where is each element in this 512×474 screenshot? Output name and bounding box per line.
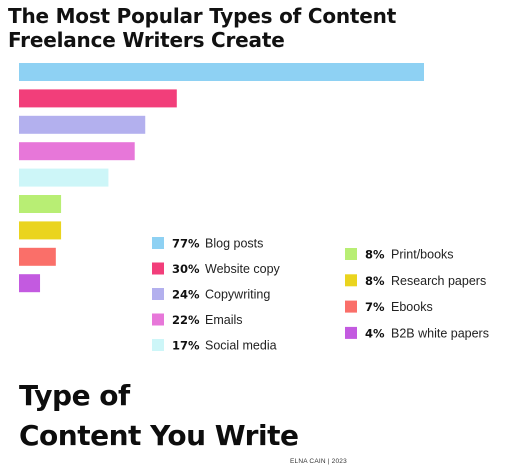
legend-item-b2b-white-papers: 4% B2B white papers: [345, 326, 489, 340]
bar-ebooks: [19, 247, 56, 266]
bar-research-papers: [19, 221, 62, 240]
legend-value-ebooks: 7%: [365, 300, 385, 314]
legend-value-emails: 22%: [172, 313, 200, 327]
bar-emails: [19, 142, 135, 161]
legend-item-ebooks: 7% Ebooks: [345, 300, 433, 314]
legend-label-copywriting: Copywriting: [205, 288, 270, 302]
legend-item-blog-posts: 77% Blog posts: [152, 237, 263, 251]
legend-value-social-media: 17%: [172, 339, 200, 353]
bar-b2b-white-papers: [19, 274, 41, 293]
legend-swatch-website-copy: [152, 262, 164, 275]
legend-item-social-media: 17% Social media: [152, 339, 277, 353]
legend-item-research-papers: 8% Research papers: [345, 274, 486, 288]
bar-copywriting: [19, 115, 146, 134]
legend-swatch-social-media: [152, 339, 164, 351]
legend-value-blog-posts: 77%: [172, 237, 200, 251]
footer-title-line-1: Type of: [19, 379, 130, 412]
legend-label-ebooks: Ebooks: [391, 300, 433, 314]
bar-website-copy: [19, 89, 177, 108]
legend-swatch-b2b-white-papers: [345, 326, 357, 339]
legend-label-emails: Emails: [205, 313, 243, 327]
legend-swatch-print-books: [345, 248, 357, 260]
legend-label-b2b-white-papers: B2B white papers: [391, 326, 489, 340]
legend-label-social-media: Social media: [205, 339, 277, 353]
legend-value-website-copy: 30%: [172, 262, 200, 276]
legend-value-copywriting: 24%: [172, 288, 200, 302]
legend-swatch-blog-posts: [152, 237, 164, 249]
legend-value-print-books: 8%: [365, 248, 385, 262]
legend-swatch-research-papers: [345, 274, 357, 287]
legend-item-copywriting: 24% Copywriting: [152, 288, 270, 302]
legend-value-research-papers: 8%: [365, 274, 385, 288]
footer-title: Type of Content You Write: [19, 376, 379, 456]
legend-item-emails: 22% Emails: [152, 313, 243, 327]
legend-label-website-copy: Website copy: [205, 262, 281, 276]
legend-item-website-copy: 30% Website copy: [152, 262, 281, 276]
credit-text: ELNA CAIN | 2023: [290, 458, 347, 465]
footer-title-line-2: Content You Write: [19, 419, 299, 452]
legend-swatch-copywriting: [152, 288, 164, 300]
legend-label-research-papers: Research papers: [391, 274, 486, 288]
bar-blog-posts: [19, 63, 424, 81]
legend-swatch-emails: [152, 313, 164, 326]
legend-label-print-books: Print/books: [391, 248, 454, 262]
page-title: The Most Popular Types of Content Freela…: [8, 4, 397, 52]
legend-swatch-ebooks: [345, 300, 357, 313]
bar-print-books: [19, 195, 62, 213]
legend-value-b2b-white-papers: 4%: [365, 326, 385, 340]
bar-social-media: [19, 168, 109, 187]
legend-label-blog-posts: Blog posts: [205, 237, 263, 251]
legend-item-print-books: 8% Print/books: [345, 248, 454, 262]
